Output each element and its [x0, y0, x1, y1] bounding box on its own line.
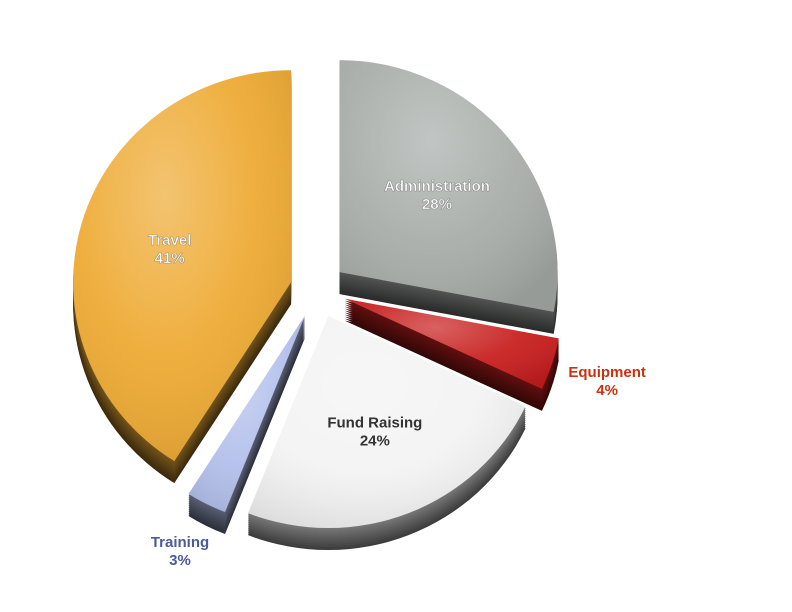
label-equipment: Equipment 4%: [568, 364, 646, 399]
label-name-travel: Travel: [148, 232, 191, 249]
slice-training: [188, 314, 306, 535]
label-value-administration: 28%: [422, 196, 452, 213]
slices-layer: [73, 60, 559, 551]
slice-gloss-travel: [73, 70, 292, 462]
label-name-equipment: Equipment: [568, 364, 646, 381]
label-fund-raising: Fund Raising 24%: [327, 414, 422, 449]
label-administration: Administration 28%: [384, 178, 490, 213]
label-name-training: Training: [151, 534, 209, 551]
label-value-equipment: 4%: [596, 382, 618, 399]
slice-gloss-training: [188, 314, 306, 513]
label-value-fund-raising: 24%: [360, 432, 390, 449]
slice-travel: [73, 70, 292, 484]
label-value-training: 3%: [169, 552, 191, 569]
slice-fund-raising: [248, 316, 526, 551]
slice-gloss-fund-raising: [248, 316, 526, 529]
labels-layer: Administration 28% Equipment 4% Fund Raising…: [148, 177, 646, 569]
slice-gloss-equipment: [344, 298, 559, 389]
label-value-travel: 41%: [155, 250, 185, 267]
label-training: Training 3%: [151, 534, 209, 569]
slice-administration: [339, 60, 558, 334]
label-name-fund-raising: Fund Raising: [327, 414, 422, 431]
slice-gloss-administration: [339, 60, 558, 312]
label-name-administration: Administration: [384, 178, 490, 195]
slice-equipment: [344, 298, 559, 411]
label-travel: Travel 41%: [148, 232, 191, 267]
